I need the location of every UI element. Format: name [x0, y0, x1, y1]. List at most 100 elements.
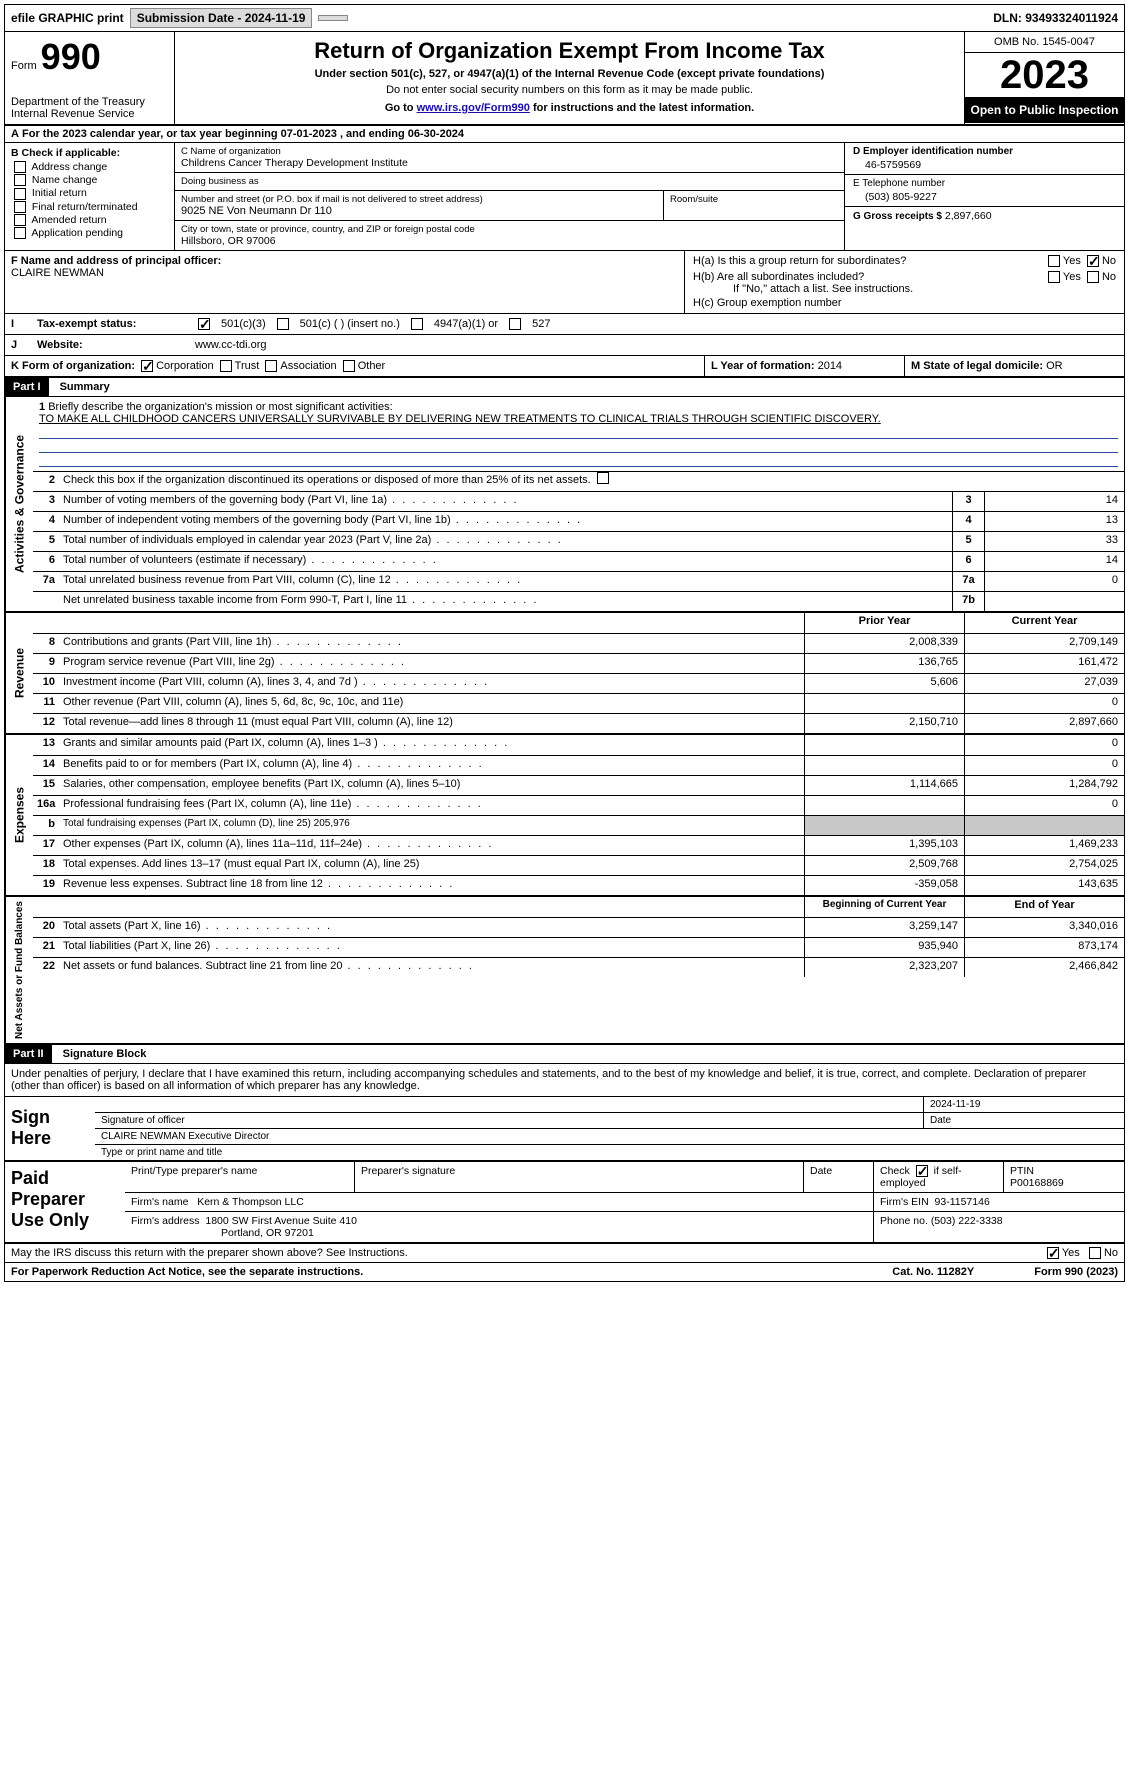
checkbox-icon[interactable]: [1089, 1247, 1101, 1259]
checkbox-icon[interactable]: [277, 318, 289, 330]
dba-cell: Doing business as: [175, 173, 844, 191]
part2-bar: Part II Signature Block: [5, 1045, 1124, 1064]
form-footer: Form 990 (2023): [1034, 1266, 1118, 1278]
header: Form 990 Department of the Treasury Inte…: [5, 32, 1124, 126]
netassets-body: Beginning of Current YearEnd of Year 20T…: [33, 897, 1124, 1043]
line-7a: 7aTotal unrelated business revenue from …: [33, 571, 1124, 591]
checkbox-icon[interactable]: [1087, 255, 1099, 267]
line-10: 10Investment income (Part VIII, column (…: [33, 673, 1124, 693]
street-value: 9025 NE Von Neumann Dr 110: [181, 205, 657, 217]
activities-section: Activities & Governance 1 Briefly descri…: [5, 397, 1124, 613]
checkbox-icon[interactable]: [1048, 271, 1060, 283]
org-name-cell: C Name of organization Childrens Cancer …: [175, 143, 844, 173]
submission-date-btn[interactable]: Submission Date - 2024-11-19: [130, 8, 313, 28]
row-a-text: For the 2023 calendar year, or tax year …: [22, 128, 464, 140]
ptin-cell: PTINP00168869: [1004, 1162, 1124, 1192]
tax-year: 2023: [965, 53, 1124, 97]
rule-line: [39, 425, 1118, 439]
pra-row: For Paperwork Reduction Act Notice, see …: [5, 1263, 1124, 1281]
gross-value: 2,897,660: [945, 210, 992, 222]
website-label: Website:: [37, 339, 187, 351]
website-value: www.cc-tdi.org: [195, 339, 267, 351]
part1-hdr: Part I: [5, 378, 49, 396]
line-6: 6Total number of volunteers (estimate if…: [33, 551, 1124, 571]
row-a-taxyear: A For the 2023 calendar year, or tax yea…: [5, 126, 1124, 143]
date-label: Date: [924, 1113, 1124, 1128]
chk-application-pending[interactable]: Application pending: [11, 227, 168, 239]
line-5: 5Total number of individuals employed in…: [33, 531, 1124, 551]
form-subtitle: Under section 501(c), 527, or 4947(a)(1)…: [183, 68, 956, 80]
open-inspection: Open to Public Inspection: [965, 97, 1124, 123]
chk-amended[interactable]: Amended return: [11, 214, 168, 226]
discuss-row: May the IRS discuss this return with the…: [5, 1244, 1124, 1263]
f-officer: F Name and address of principal officer:…: [5, 251, 684, 313]
topbar: efile GRAPHIC print Submission Date - 20…: [5, 5, 1124, 32]
form-word: Form: [11, 60, 37, 72]
checkbox-icon[interactable]: [1048, 255, 1060, 267]
form-num: 990: [41, 36, 101, 78]
checkbox-icon[interactable]: [343, 360, 355, 372]
header-left: Form 990 Department of the Treasury Inte…: [5, 32, 175, 124]
line-18: 18Total expenses. Add lines 13–17 (must …: [33, 855, 1124, 875]
suite-cell: Room/suite: [664, 191, 844, 220]
hb-label: H(b) Are all subordinates included?: [693, 271, 864, 283]
gross-label: G Gross receipts $: [853, 211, 942, 222]
expenses-body: 13Grants and similar amounts paid (Part …: [33, 735, 1124, 895]
checkbox-icon[interactable]: [265, 360, 277, 372]
col-d: D Employer identification number 46-5759…: [844, 143, 1124, 250]
chk-initial-return[interactable]: Initial return: [11, 187, 168, 199]
na-header: Beginning of Current YearEnd of Year: [33, 897, 1124, 917]
city-label: City or town, state or province, country…: [181, 224, 838, 235]
tel-cell: E Telephone number (503) 805-9227: [845, 175, 1124, 207]
checkbox-icon[interactable]: [597, 472, 609, 484]
line-20: 20Total assets (Part X, line 16)3,259,14…: [33, 917, 1124, 937]
chk-name-change[interactable]: Name change: [11, 174, 168, 186]
dba-label: Doing business as: [181, 176, 838, 187]
expenses-section: Expenses 13Grants and similar amounts pa…: [5, 735, 1124, 897]
ha-answers: Yes No: [1045, 255, 1116, 267]
checkbox-icon[interactable]: [141, 360, 153, 372]
chk-final-return[interactable]: Final return/terminated: [11, 201, 168, 213]
checkbox-icon[interactable]: [1087, 271, 1099, 283]
f-name: CLAIRE NEWMAN: [11, 267, 678, 279]
address-row: Number and street (or P.O. box if mail i…: [175, 191, 844, 221]
col-c: C Name of organization Childrens Cancer …: [175, 143, 844, 250]
paid-body: Print/Type preparer's name Preparer's si…: [125, 1162, 1124, 1242]
checkbox-icon[interactable]: [916, 1165, 928, 1177]
goto-line: Go to www.irs.gov/Form990 for instructio…: [183, 102, 956, 114]
hb-answers: Yes No: [1045, 271, 1116, 283]
street-label: Number and street (or P.O. box if mail i…: [181, 194, 657, 205]
website-row: J Website: www.cc-tdi.org: [5, 335, 1124, 356]
org-name: Childrens Cancer Therapy Development Ins…: [181, 157, 838, 169]
tax-status-label: Tax-exempt status:: [37, 318, 187, 330]
part1-title: Summary: [52, 378, 118, 396]
checkbox-icon[interactable]: [198, 318, 210, 330]
dept-treasury: Department of the Treasury: [11, 96, 168, 108]
checkbox-icon: [14, 174, 26, 186]
k-org-row: K Form of organization: Corporation Trus…: [5, 356, 1124, 378]
irs-label: Internal Revenue Service: [11, 108, 168, 120]
l-year: L Year of formation: 2014: [704, 356, 904, 376]
line-11: 11Other revenue (Part VIII, column (A), …: [33, 693, 1124, 713]
irs-link[interactable]: www.irs.gov/Form990: [417, 102, 530, 114]
efile-label: efile GRAPHIC print: [11, 11, 124, 25]
mission-text: TO MAKE ALL CHILDHOOD CANCERS UNIVERSALL…: [39, 413, 881, 425]
activities-body: 1 Briefly describe the organization's mi…: [33, 397, 1124, 611]
blank-btn[interactable]: [318, 15, 348, 21]
dln-label: DLN: 93493324011924: [993, 11, 1118, 25]
checkbox-icon[interactable]: [220, 360, 232, 372]
checkbox-icon: [14, 201, 26, 213]
checkbox-icon[interactable]: [411, 318, 423, 330]
line-8: 8Contributions and grants (Part VIII, li…: [33, 633, 1124, 653]
b-header: B Check if applicable:: [11, 147, 168, 159]
chk-address-change[interactable]: Address change: [11, 161, 168, 173]
line-16a: 16aProfessional fundraising fees (Part I…: [33, 795, 1124, 815]
part2-title: Signature Block: [55, 1045, 155, 1063]
line-7b: Net unrelated business taxable income fr…: [33, 591, 1124, 611]
checkbox-icon[interactable]: [1047, 1247, 1059, 1259]
k-label: K Form of organization:: [11, 360, 135, 372]
perjury-text: Under penalties of perjury, I declare th…: [5, 1064, 1124, 1097]
goto-pre: Go to: [385, 102, 417, 114]
checkbox-icon[interactable]: [509, 318, 521, 330]
revenue-section: Revenue Prior YearCurrent Year 8Contribu…: [5, 613, 1124, 735]
